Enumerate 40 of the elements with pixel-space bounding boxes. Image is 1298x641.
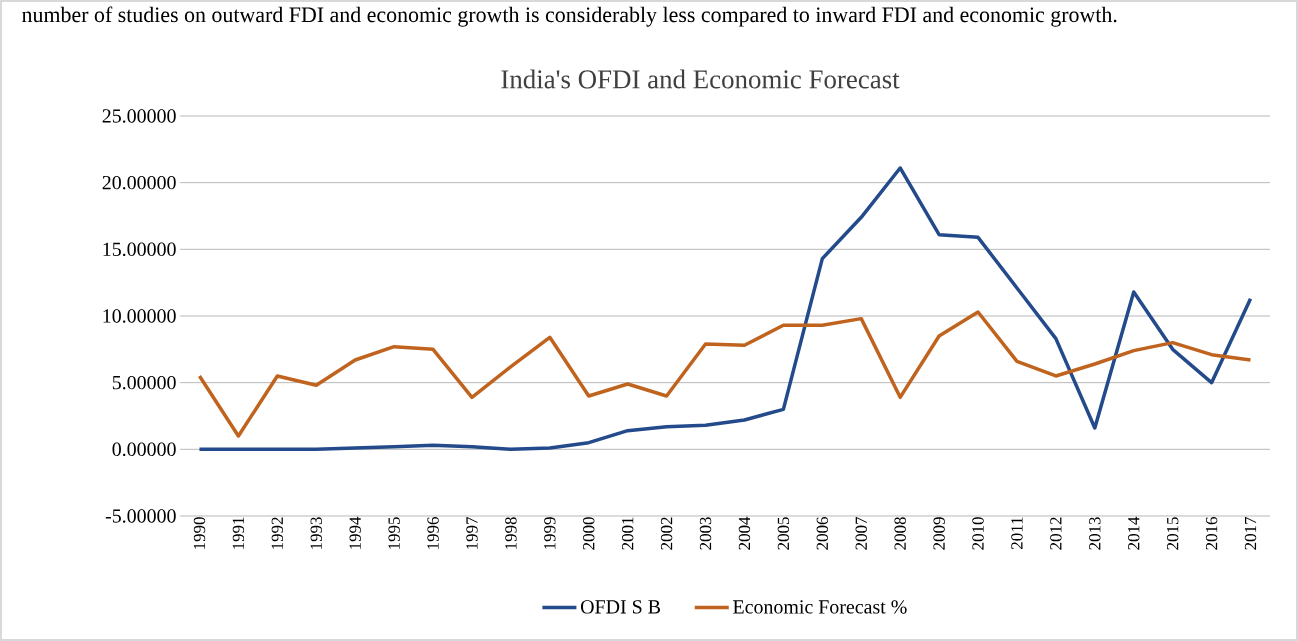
x-tick-label: 1995 [388, 517, 400, 549]
x-tick-label: 2017 [1244, 516, 1257, 550]
x-tick-label: 2003 [699, 517, 712, 550]
legend-label: OFDI S B [580, 600, 660, 614]
x-tick-label: 2014 [1128, 516, 1140, 550]
x-tick-label: 2007 [855, 516, 867, 550]
x-tick-label: 1990 [193, 517, 206, 549]
line-series [197, 310, 1253, 438]
x-tick-label: 1992 [271, 517, 284, 549]
x-tick-label: 1999 [544, 517, 556, 549]
x-tick-label: 2011 [1011, 517, 1023, 549]
x-tick-label: 2010 [972, 517, 984, 550]
x-tick-label: 2008 [894, 517, 906, 550]
x-tick-label: 2009 [933, 517, 945, 550]
y-tick-label: 5.00000 [112, 375, 176, 390]
y-tick-label: 25.00000 [102, 109, 176, 123]
x-tick-label: 2006 [816, 517, 829, 550]
text: number of studies on outward FDI and economic growth is considerably less compared to inward FDI and economic growth. [22, 6, 1117, 27]
y-tick-label: 10.00000 [103, 309, 176, 323]
x-tick-label: 2001 [621, 517, 634, 550]
x-tick-label: 2012 [1050, 517, 1062, 550]
x-tick-label: 2000 [583, 517, 595, 550]
x-tick-label: 1994 [349, 516, 361, 549]
x-tick-label: 1998 [505, 517, 517, 549]
x-tick-label: 1991 [232, 517, 245, 549]
x-tick-label: 1993 [310, 517, 322, 549]
legend-label: Economic Forecast % [733, 600, 907, 614]
y-tick-label: 20.00000 [102, 175, 176, 190]
x-tick-label: 2016 [1205, 517, 1218, 550]
x-tick-label: 1997 [466, 516, 478, 549]
x-tick-label: 2002 [660, 517, 673, 550]
y-tick-label: -5.00000 [105, 509, 176, 523]
y-tick-label: 0.00000 [112, 442, 176, 457]
x-tick-label: 2004 [738, 516, 751, 550]
chart-title: India's OFDI and Economic Forecast [501, 69, 900, 89]
x-tick-label: 1996 [427, 517, 439, 549]
x-tick-label: 2005 [777, 517, 790, 550]
x-tick-label: 2013 [1089, 517, 1101, 550]
x-tick-label: 2015 [1166, 517, 1179, 550]
y-tick-label: 15.00000 [103, 242, 176, 257]
